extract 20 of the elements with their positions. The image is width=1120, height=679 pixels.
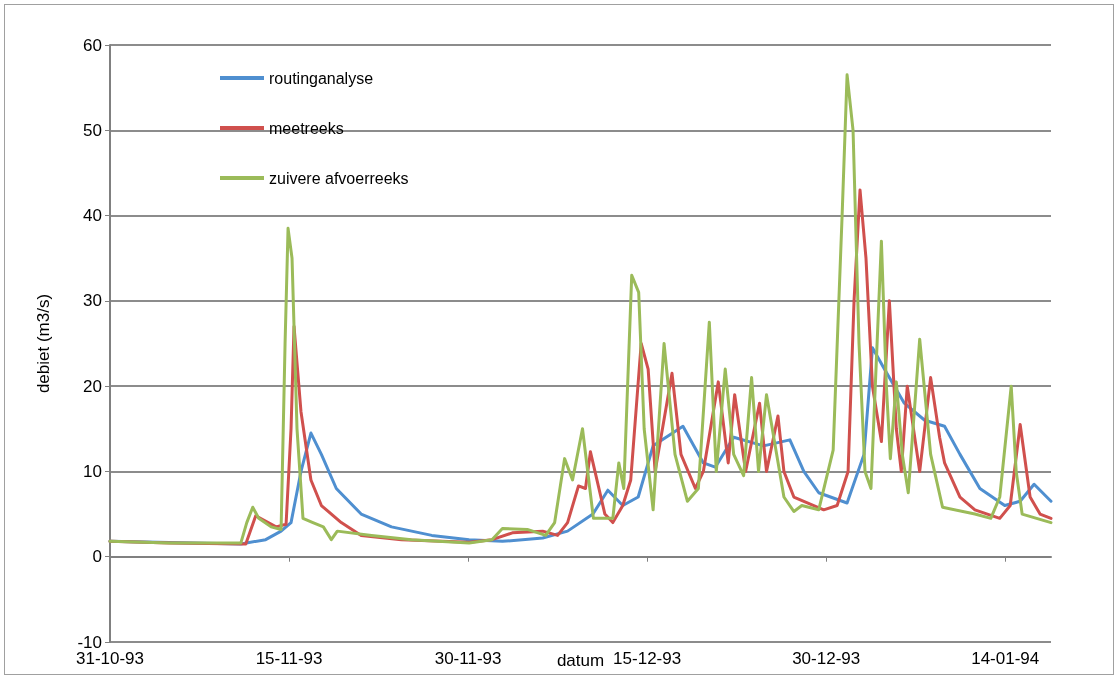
x-axis-title: datum [556, 651, 605, 670]
legend-label: zuivere afvoerreeks [269, 169, 409, 187]
y-tick-label: 10 [83, 461, 102, 481]
y-axis-title: debiet (m3/s) [34, 293, 53, 394]
x-tick-label: 14-01-94 [971, 649, 1040, 668]
x-tick-label: 30-12-93 [792, 649, 861, 668]
x-tick-label: 15-11-93 [255, 649, 323, 668]
legend-label: routinganalyse [269, 69, 374, 87]
y-tick-label: 30 [83, 291, 102, 311]
y-tick-label: 40 [83, 206, 102, 226]
x-tick-label: 15-12-93 [613, 649, 682, 668]
legend-label: meetreeks [269, 119, 344, 137]
y-tick-label: 50 [83, 120, 102, 140]
y-tick-label: 60 [83, 35, 102, 55]
y-tick-label: 20 [83, 376, 102, 396]
line-series [108, 73, 1053, 545]
y-tick-label: 0 [92, 547, 102, 567]
y-tick-label: -10 [77, 632, 102, 652]
x-tick-label: 31-10-93 [75, 649, 145, 668]
x-tick-label: 30-11-93 [434, 649, 502, 668]
